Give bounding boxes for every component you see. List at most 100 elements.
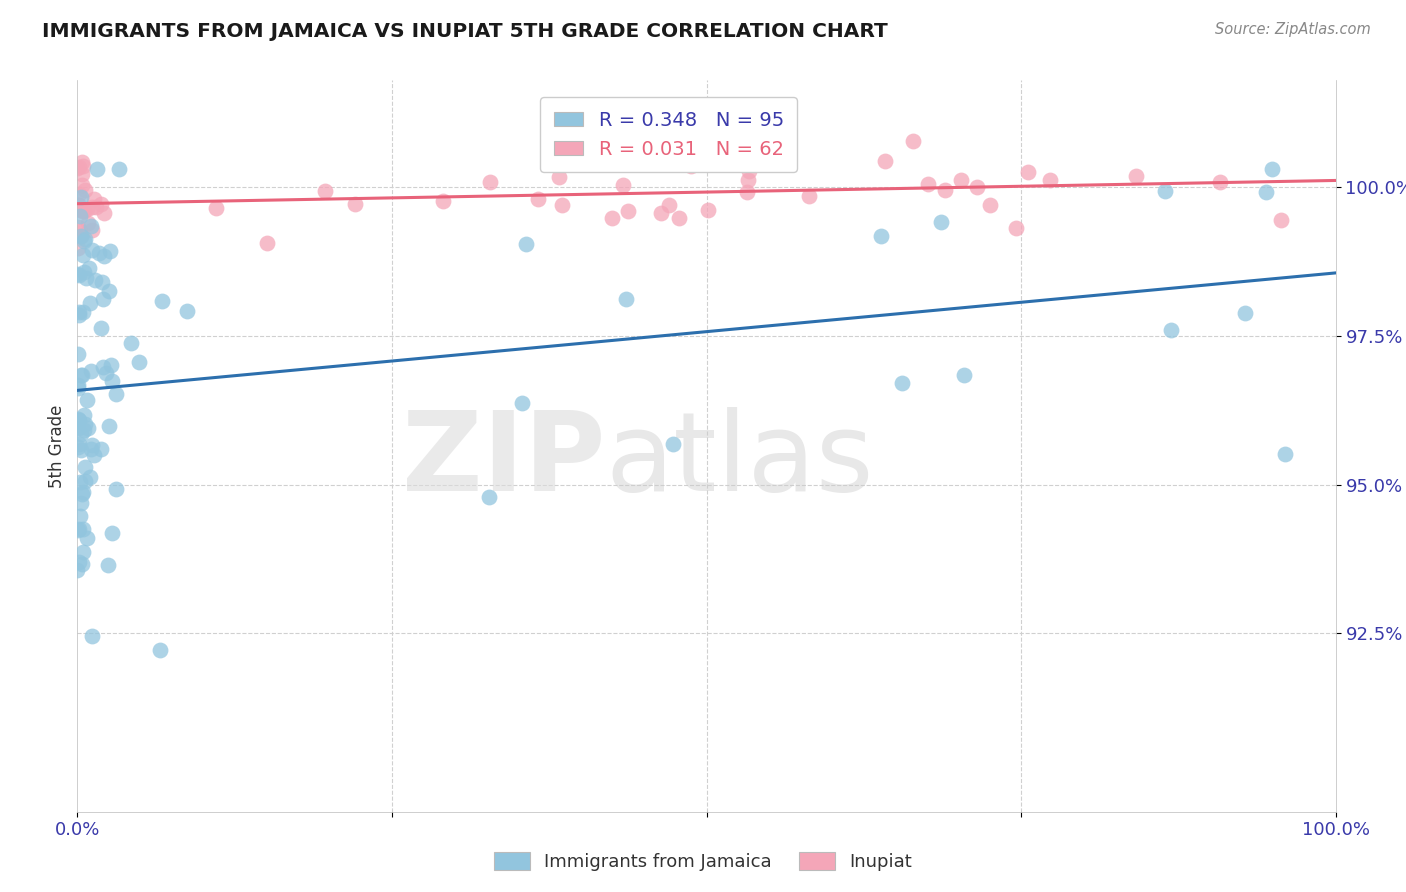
Point bbox=[69, 496, 91, 510]
Point bbox=[70, 203, 93, 218]
Point bbox=[66, 161, 89, 175]
Point bbox=[600, 211, 623, 225]
Point bbox=[966, 179, 988, 194]
Point bbox=[681, 159, 703, 173]
Point bbox=[120, 335, 142, 350]
Point bbox=[70, 167, 93, 181]
Y-axis label: 5th Grade: 5th Grade bbox=[48, 404, 66, 488]
Point bbox=[934, 183, 956, 197]
Point bbox=[66, 381, 89, 395]
Point bbox=[73, 423, 96, 437]
Point bbox=[67, 378, 90, 392]
Point bbox=[72, 265, 94, 279]
Point bbox=[612, 178, 634, 193]
Point bbox=[91, 292, 114, 306]
Point bbox=[478, 491, 501, 505]
Point bbox=[69, 427, 91, 442]
Text: ZIP: ZIP bbox=[402, 407, 606, 514]
Point bbox=[80, 437, 103, 451]
Point bbox=[70, 442, 93, 457]
Point bbox=[90, 197, 112, 211]
Point bbox=[1154, 185, 1177, 199]
Point bbox=[1017, 165, 1039, 179]
Point bbox=[66, 240, 89, 254]
Point bbox=[73, 474, 96, 488]
Point bbox=[128, 355, 150, 369]
Point bbox=[76, 202, 98, 217]
Point bbox=[66, 268, 89, 282]
Point bbox=[83, 193, 105, 207]
Point bbox=[66, 563, 89, 577]
Point bbox=[737, 185, 759, 199]
Point bbox=[101, 375, 124, 389]
Point bbox=[69, 475, 91, 490]
Point bbox=[70, 154, 93, 169]
Point bbox=[1254, 185, 1277, 199]
Point bbox=[658, 198, 681, 212]
Point bbox=[69, 223, 91, 237]
Point bbox=[873, 153, 896, 168]
Point bbox=[93, 206, 115, 220]
Point bbox=[66, 420, 89, 434]
Point bbox=[551, 198, 574, 212]
Point bbox=[70, 368, 93, 383]
Point bbox=[1125, 169, 1147, 184]
Point bbox=[76, 531, 98, 545]
Point bbox=[96, 558, 118, 572]
Point bbox=[69, 202, 91, 217]
Point bbox=[89, 246, 111, 260]
Point bbox=[72, 178, 94, 192]
Point bbox=[72, 160, 94, 174]
Point bbox=[614, 292, 637, 306]
Point bbox=[67, 523, 90, 537]
Point bbox=[82, 223, 104, 237]
Point bbox=[891, 376, 914, 391]
Point bbox=[979, 198, 1001, 212]
Point bbox=[80, 630, 103, 644]
Point bbox=[101, 525, 124, 540]
Point bbox=[929, 215, 952, 229]
Legend: R = 0.348   N = 95, R = 0.031   N = 62: R = 0.348 N = 95, R = 0.031 N = 62 bbox=[540, 97, 797, 172]
Point bbox=[953, 368, 976, 383]
Point bbox=[66, 220, 89, 235]
Point bbox=[314, 184, 336, 198]
Point bbox=[510, 395, 533, 409]
Point bbox=[82, 200, 104, 214]
Point bbox=[1039, 173, 1062, 187]
Point bbox=[83, 448, 105, 462]
Point bbox=[72, 234, 94, 248]
Point bbox=[150, 294, 173, 309]
Point bbox=[80, 243, 103, 257]
Point bbox=[67, 268, 90, 282]
Legend: Immigrants from Jamaica, Inupiat: Immigrants from Jamaica, Inupiat bbox=[486, 845, 920, 879]
Point bbox=[70, 202, 93, 216]
Point bbox=[515, 237, 537, 252]
Point bbox=[478, 175, 501, 189]
Point bbox=[72, 248, 94, 262]
Point bbox=[98, 285, 121, 299]
Point bbox=[80, 219, 103, 234]
Point bbox=[149, 643, 172, 657]
Point bbox=[104, 482, 127, 496]
Text: atlas: atlas bbox=[606, 407, 875, 514]
Point bbox=[344, 197, 367, 211]
Point bbox=[432, 194, 454, 208]
Point bbox=[107, 162, 129, 177]
Point bbox=[73, 232, 96, 246]
Point bbox=[67, 555, 90, 569]
Point bbox=[543, 154, 565, 169]
Point bbox=[79, 442, 101, 456]
Point bbox=[797, 188, 820, 202]
Point bbox=[903, 134, 925, 148]
Point bbox=[67, 160, 90, 174]
Point bbox=[176, 304, 198, 318]
Point bbox=[67, 187, 90, 202]
Point bbox=[76, 216, 98, 230]
Point bbox=[603, 149, 626, 163]
Point bbox=[75, 417, 97, 431]
Point bbox=[72, 487, 94, 501]
Point bbox=[84, 200, 107, 214]
Point bbox=[75, 183, 97, 197]
Point bbox=[70, 557, 93, 571]
Point bbox=[67, 197, 90, 211]
